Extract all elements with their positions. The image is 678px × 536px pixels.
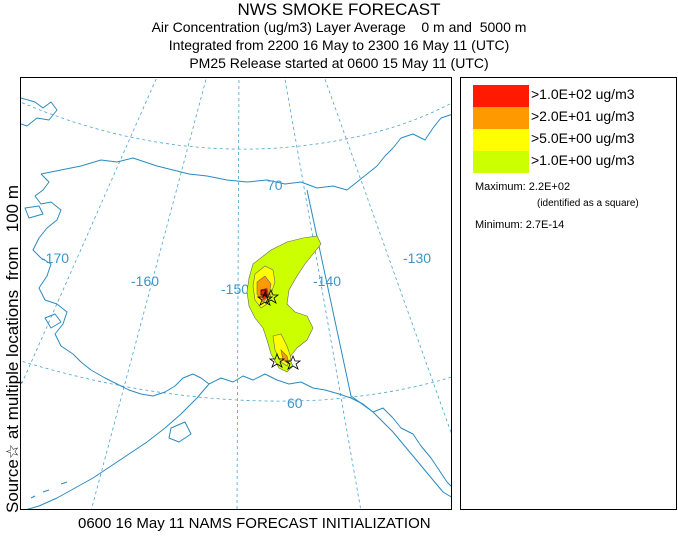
- lon-label-140: -140: [313, 273, 341, 289]
- longitude-line-170: [21, 78, 158, 387]
- lon-label-130: -130: [403, 250, 431, 266]
- legend-swatch: [473, 151, 529, 173]
- legend-label: >5.0E+00 ug/m3: [531, 130, 635, 146]
- map-panel: -170 -160 -150 -140 -130 70 60: [20, 77, 452, 510]
- legend-swatch: [473, 107, 529, 129]
- coastline: [21, 97, 451, 509]
- alaska-map: -170 -160 -150 -140 -130 70 60: [21, 78, 452, 510]
- graticule: [21, 78, 452, 510]
- integration-period: Integrated from 2200 16 May to 2300 16 M…: [168, 37, 510, 53]
- source-star-icon: [256, 290, 274, 306]
- lon-label-170: -170: [41, 250, 69, 266]
- longitude-line-160: [91, 78, 207, 509]
- minimum-value: Minimum: 2.7E-14: [475, 219, 565, 231]
- longitude-line-140: [284, 78, 362, 509]
- forecast-title: NWS SMOKE FORECAST: [237, 0, 441, 19]
- longitude-line-150: [236, 78, 240, 509]
- longitude-line-130: [324, 78, 451, 434]
- latitude-line-70: [21, 101, 451, 150]
- lat-label-60: 60: [287, 395, 303, 411]
- coast-bristol-bay: [90, 369, 210, 397]
- coast-canada-arctic: [300, 114, 451, 191]
- maximum-note: (identified as a square): [537, 198, 639, 209]
- source-star-icon: [284, 354, 302, 370]
- legend-label: >1.0E+02 ug/m3: [531, 86, 635, 102]
- coast-inside-passage: [372, 407, 451, 487]
- latitude-line-50: [21, 508, 452, 510]
- maximum-value: Maximum: 2.2E+02: [475, 181, 571, 193]
- island-st-lawrence: [24, 205, 44, 219]
- coast-arctic-north: [40, 157, 302, 185]
- latitude-line-60: [21, 360, 451, 402]
- legend-panel: >1.0E+02 ug/m3 >2.0E+01 ug/m3 >5.0E+00 u…: [460, 77, 677, 510]
- island-kodiak: [168, 421, 192, 443]
- legend-label: >1.0E+00 ug/m3: [531, 152, 635, 168]
- lon-label-160: -160: [131, 273, 159, 289]
- source-markers: [256, 288, 302, 370]
- border-line: [306, 189, 374, 413]
- legend-swatch: [473, 129, 529, 151]
- coast-south: [208, 373, 451, 498]
- coast-west: [32, 173, 92, 371]
- source-star-icon: [268, 352, 286, 368]
- smoke-plume: [246, 235, 322, 373]
- coast-peninsula: [26, 383, 210, 509]
- islands-aleutian: [30, 481, 68, 499]
- legend-swatch: [473, 85, 529, 107]
- lat-label-70: 70: [267, 177, 283, 193]
- concentration-subtitle: Air Concentration (ug/m3) Layer Average …: [151, 19, 527, 35]
- coast-chukotka: [21, 97, 58, 127]
- lon-label-150: -150: [221, 281, 249, 297]
- forecast-initialization: 0600 16 May 11 NAMS FORECAST INITIALIZAT…: [78, 515, 431, 532]
- island-nunivak: [44, 313, 62, 329]
- legend-label: >2.0E+01 ug/m3: [531, 108, 635, 124]
- release-start: PM25 Release started at 0600 15 May 11 (…: [189, 55, 489, 71]
- maximum-square-icon: [260, 289, 267, 296]
- grid-labels: -170 -160 -150 -140 -130 70 60: [41, 177, 431, 411]
